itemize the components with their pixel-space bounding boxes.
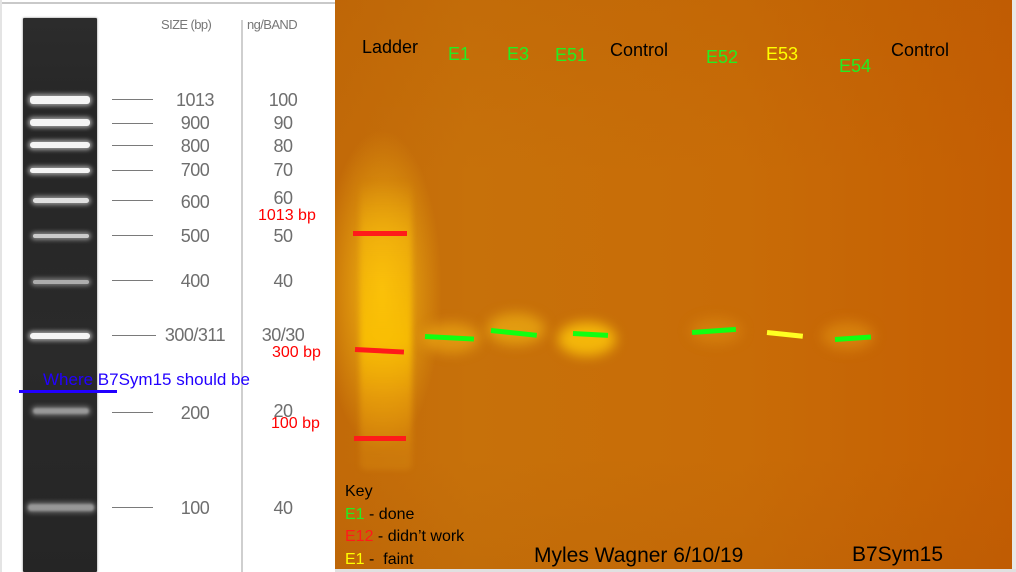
key-code: E12 bbox=[345, 528, 374, 545]
lane-label-e1: E1 bbox=[448, 44, 471, 64]
ng-label: 100 bbox=[268, 90, 298, 110]
tick-900 bbox=[112, 123, 153, 124]
size-label: 900 bbox=[180, 113, 210, 133]
ng-label: 20 bbox=[273, 401, 293, 421]
sample-name: B7Sym15 bbox=[852, 543, 944, 566]
ladder-marker-100 bbox=[354, 436, 406, 441]
tick-1013 bbox=[112, 99, 153, 100]
lane-label-e53: E53 bbox=[766, 44, 799, 64]
marker-label-100: 100 bp bbox=[271, 415, 320, 432]
ref-band-400 bbox=[33, 280, 89, 284]
tick-700 bbox=[112, 170, 153, 171]
marker-label-1013: 1013 bp bbox=[258, 207, 316, 224]
ng-label: 70 bbox=[273, 160, 293, 180]
size-label: 700 bbox=[180, 160, 210, 180]
key-title: Key bbox=[345, 483, 373, 500]
ng-label: 40 bbox=[273, 498, 293, 518]
lane-label-e54: E54 bbox=[839, 56, 872, 76]
ref-band-700 bbox=[30, 168, 90, 173]
size-label: 100 bbox=[180, 498, 210, 518]
ref-band-300 bbox=[30, 333, 90, 339]
ladder-lane-smear bbox=[360, 180, 412, 470]
lane-label-e3: E3 bbox=[507, 44, 530, 64]
author-date: Myles Wagner 6/10/19 bbox=[534, 544, 744, 567]
marker-label-300: 300 bp bbox=[272, 344, 321, 361]
size-label: 200 bbox=[180, 403, 210, 423]
key-text: - didn’t work bbox=[373, 528, 465, 545]
ng-column-header: ng/BAND bbox=[247, 17, 298, 32]
size-label: 800 bbox=[180, 136, 210, 156]
tick-300 bbox=[112, 335, 156, 336]
expected-position-note: Where B7Sym15 should be bbox=[43, 370, 250, 389]
size-label: 600 bbox=[180, 192, 210, 212]
ng-label: 40 bbox=[273, 271, 293, 291]
tick-200 bbox=[112, 412, 153, 413]
ref-band-100 bbox=[28, 504, 94, 511]
lane-label-ladder: Ladder bbox=[362, 37, 419, 57]
key-item-failed: E12 - didn’t work bbox=[345, 526, 464, 549]
ladder-marker-1013 bbox=[353, 231, 407, 236]
ref-band-200 bbox=[33, 408, 89, 414]
ref-band-800 bbox=[30, 142, 90, 148]
reference-gel-strip bbox=[23, 18, 97, 572]
ng-label: 60 bbox=[273, 188, 293, 208]
left-border bbox=[0, 0, 2, 572]
tick-500 bbox=[112, 235, 153, 236]
column-divider bbox=[241, 20, 243, 572]
key-item-done: E1 - done bbox=[345, 504, 464, 527]
top-border bbox=[0, 2, 335, 4]
ng-label: 50 bbox=[273, 226, 293, 246]
bottom-border bbox=[335, 569, 1016, 572]
right-border bbox=[1012, 0, 1016, 572]
size-label: 500 bbox=[180, 226, 210, 246]
key-text: - done bbox=[364, 505, 415, 523]
tick-400 bbox=[112, 280, 153, 281]
key-code: E1 bbox=[345, 550, 365, 568]
reference-ladder-panel: SIZE (bp) ng/BAND 1013 100 900 90 800 80… bbox=[0, 0, 335, 572]
legend-key: Key E1 - done E12 - didn’t work E1 - fai… bbox=[345, 481, 464, 571]
ng-label: 90 bbox=[273, 113, 293, 133]
key-code: E1 bbox=[345, 505, 365, 523]
lane-label-e51: E51 bbox=[555, 45, 588, 65]
band-glow-e51 bbox=[558, 322, 616, 356]
tick-600 bbox=[112, 200, 153, 201]
tick-100 bbox=[112, 507, 153, 508]
size-column-header: SIZE (bp) bbox=[161, 17, 212, 32]
gel-photo bbox=[335, 0, 1012, 572]
size-label: 300/311 bbox=[164, 325, 226, 345]
ref-band-500 bbox=[33, 234, 89, 238]
ng-label: 80 bbox=[273, 136, 293, 156]
expected-position-line bbox=[19, 390, 117, 393]
key-text: - faint bbox=[364, 550, 414, 568]
ref-band-1013 bbox=[30, 96, 90, 104]
size-label: 1013 bbox=[175, 90, 215, 110]
ref-band-600 bbox=[33, 198, 89, 203]
size-label: 400 bbox=[180, 271, 210, 291]
ng-label: 30/30 bbox=[261, 325, 305, 345]
tick-800 bbox=[112, 145, 153, 146]
lane-label-control-1: Control bbox=[610, 40, 669, 60]
lane-label-e52: E52 bbox=[706, 47, 739, 67]
ref-band-900 bbox=[30, 119, 90, 126]
lane-label-control-2: Control bbox=[891, 40, 950, 60]
key-item-faint: E1 - faint bbox=[345, 549, 464, 572]
